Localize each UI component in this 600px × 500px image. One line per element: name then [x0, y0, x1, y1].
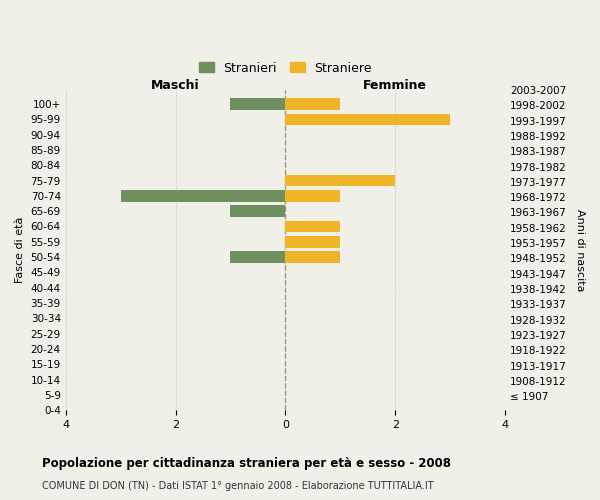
Bar — [121, 190, 286, 202]
Bar — [286, 220, 340, 232]
Bar — [286, 114, 450, 125]
Bar — [230, 252, 286, 263]
Y-axis label: Anni di nascita: Anni di nascita — [575, 209, 585, 292]
Bar — [230, 98, 286, 110]
Text: Femmine: Femmine — [363, 78, 427, 92]
Text: COMUNE DI DON (TN) - Dati ISTAT 1° gennaio 2008 - Elaborazione TUTTITALIA.IT: COMUNE DI DON (TN) - Dati ISTAT 1° genna… — [42, 481, 434, 491]
Text: Popolazione per cittadinanza straniera per età e sesso - 2008: Popolazione per cittadinanza straniera p… — [42, 458, 451, 470]
Bar — [286, 190, 340, 202]
Bar — [286, 236, 340, 248]
Bar — [286, 98, 340, 110]
Bar — [286, 252, 340, 263]
Y-axis label: Fasce di età: Fasce di età — [15, 217, 25, 284]
Bar — [230, 206, 286, 217]
Bar — [286, 175, 395, 186]
Legend: Stranieri, Straniere: Stranieri, Straniere — [195, 58, 376, 78]
Text: Maschi: Maschi — [151, 78, 200, 92]
